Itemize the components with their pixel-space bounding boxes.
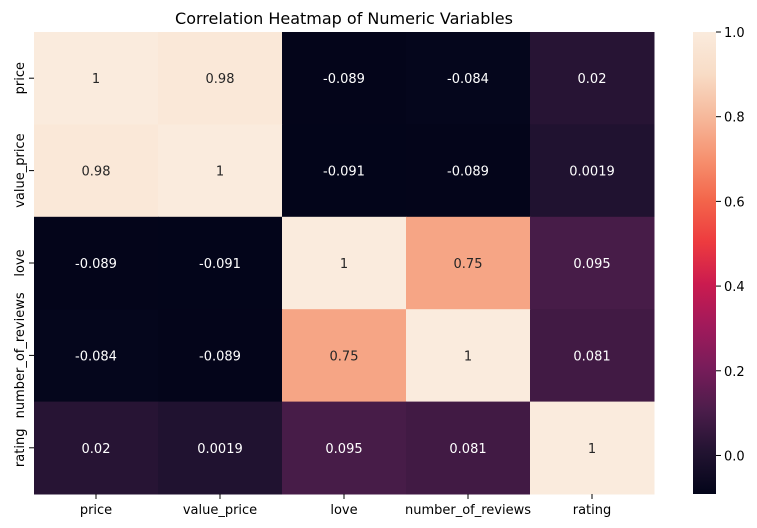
heatmap-cell [158, 309, 283, 403]
y-tick-label: price [13, 62, 28, 94]
heatmap-cell [34, 124, 159, 218]
chart-title: Correlation Heatmap of Numeric Variables [175, 9, 513, 28]
cell-annotation: 1 [464, 349, 472, 364]
heatmap-cell [530, 309, 655, 403]
heatmap-cell [158, 401, 283, 495]
cell-annotation: -0.089 [75, 257, 117, 272]
heatmap-cell [406, 309, 531, 403]
cell-annotation: 0.081 [449, 442, 486, 457]
heatmap-cell [158, 124, 283, 218]
heatmap-cells: 1 0.98 -0.089 -0.084 0.02 0.98 1 -0.091 -0.089 0.… [34, 32, 655, 495]
cell-annotation: 1 [588, 442, 596, 457]
cell-annotation: 0.02 [578, 72, 607, 87]
heatmap-cell [406, 124, 531, 218]
colorbar: 0.0 0.2 0.4 0.6 0.8 1.0 [693, 26, 745, 494]
cell-annotation: 1 [92, 72, 100, 87]
heatmap-cell [406, 32, 531, 125]
colorbar-tick-label: 0.0 [724, 449, 745, 464]
colorbar-gradient [693, 32, 716, 494]
x-tick-label: love [330, 503, 357, 518]
cell-annotation: 1 [340, 257, 348, 272]
x-tick-label: price [80, 503, 112, 518]
cell-annotation: 1 [216, 165, 224, 180]
cell-annotation: 0.02 [82, 442, 111, 457]
heatmap-cell [530, 32, 655, 125]
cell-annotation: 0.095 [325, 442, 362, 457]
colorbar-tick-label: 0.4 [724, 280, 745, 295]
cell-annotation: 0.75 [454, 257, 483, 272]
y-tick-label: value_price [13, 133, 28, 207]
cell-annotation: 0.0019 [197, 442, 243, 457]
cell-annotation: 0.081 [573, 349, 610, 364]
cell-annotation: 0.98 [82, 165, 111, 180]
heatmap-cell [34, 309, 159, 403]
cell-annotation: -0.091 [323, 165, 365, 180]
cell-annotation: -0.089 [323, 72, 365, 87]
cell-annotation: -0.084 [447, 72, 489, 87]
cell-annotation: -0.084 [75, 349, 117, 364]
heatmap-cell [158, 32, 283, 125]
cell-annotation: -0.089 [447, 165, 489, 180]
y-tick-label: number_of_reviews [13, 292, 28, 418]
colorbar-tick-label: 0.8 [724, 111, 745, 126]
heatmap-cell [530, 401, 655, 495]
cell-annotation: 0.75 [330, 349, 359, 364]
x-tick-label: value_price [183, 503, 257, 518]
colorbar-tick-label: 0.6 [724, 195, 745, 210]
x-tick-label: number_of_reviews [405, 503, 531, 518]
colorbar-tick-label: 1.0 [724, 26, 745, 41]
heatmap-cell [282, 124, 407, 218]
y-tick-label: love [13, 249, 28, 276]
heatmap-cell [406, 216, 531, 310]
heatmap-cell [530, 216, 655, 310]
cell-annotation: 0.095 [573, 257, 610, 272]
cell-annotation: 0.98 [206, 72, 235, 87]
heatmap-cell [34, 32, 159, 125]
cell-annotation: -0.089 [199, 349, 241, 364]
heatmap-cell [282, 216, 407, 310]
heatmap-cell [282, 401, 407, 495]
cell-annotation: -0.091 [199, 257, 241, 272]
heatmap-cell [282, 309, 407, 403]
cell-annotation: 0.0019 [569, 165, 615, 180]
colorbar-tick-label: 0.2 [724, 365, 745, 380]
x-tick-label: rating [573, 503, 612, 518]
heatmap-cell [158, 216, 283, 310]
heatmap-cell [34, 216, 159, 310]
heatmap-cell [406, 401, 531, 495]
y-tick-label: rating [13, 429, 28, 468]
heatmap-cell [34, 401, 159, 495]
heatmap-cell [530, 124, 655, 218]
x-axis: price value_price love number_of_reviews rat… [80, 494, 611, 518]
heatmap-cell [282, 32, 407, 125]
